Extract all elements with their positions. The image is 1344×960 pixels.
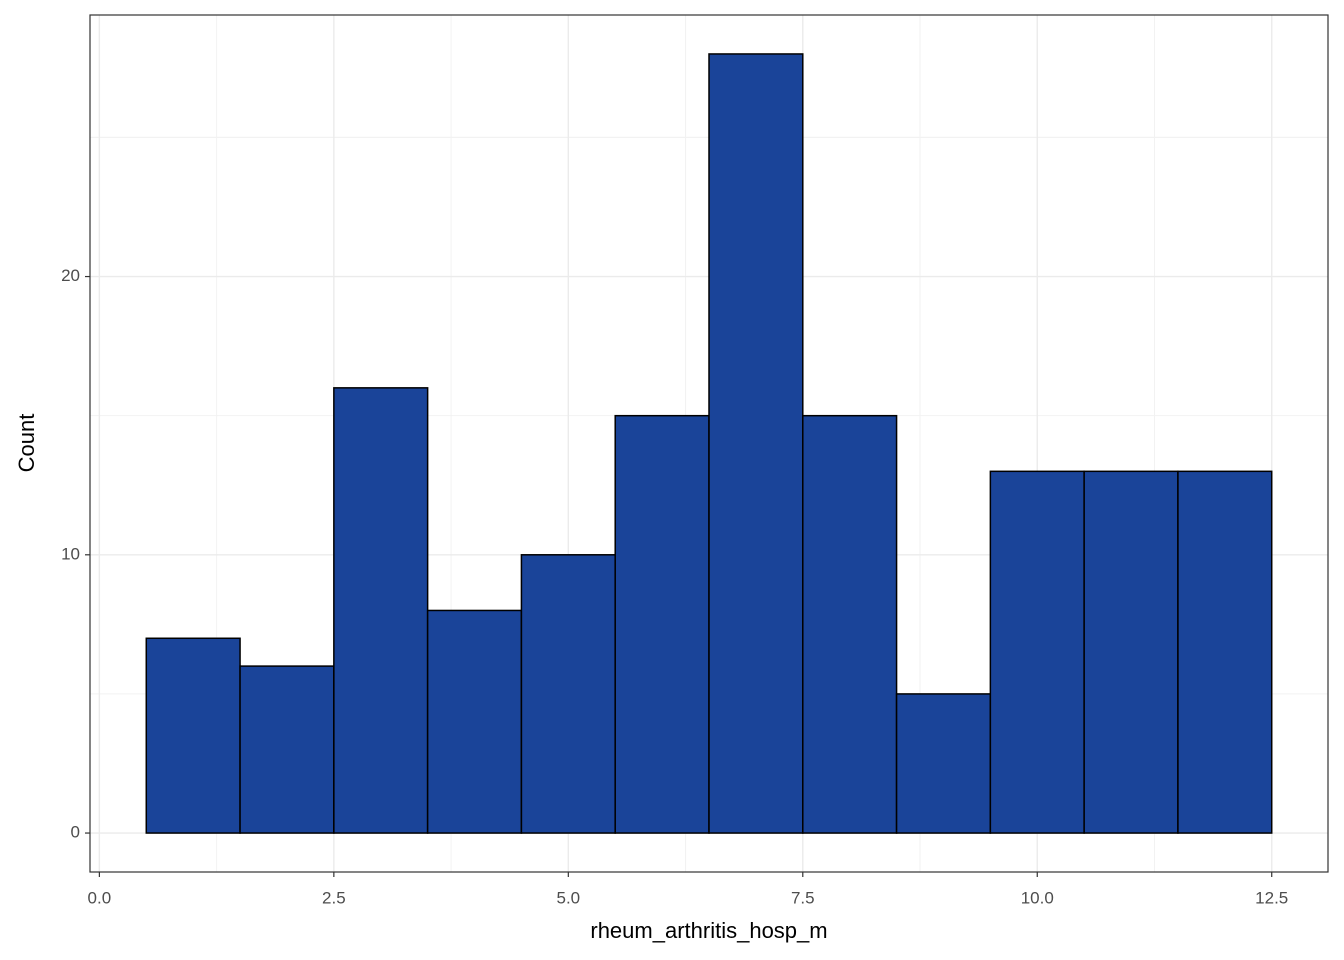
bar bbox=[520, 554, 616, 834]
bar bbox=[614, 414, 710, 834]
y-axis-label: Count bbox=[14, 414, 39, 473]
x-tick-label: 7.5 bbox=[791, 888, 815, 907]
bar bbox=[895, 693, 992, 834]
x-tick-label: 5.0 bbox=[556, 888, 580, 907]
bar bbox=[1177, 470, 1273, 834]
x-axis-label: rheum_arthritis_hosp_m bbox=[590, 918, 827, 943]
y-tick-label: 0 bbox=[71, 823, 80, 842]
bar bbox=[802, 414, 898, 834]
bar bbox=[708, 53, 804, 834]
bar bbox=[239, 665, 335, 834]
bar bbox=[145, 637, 241, 834]
bar bbox=[989, 470, 1085, 834]
x-tick-label: 2.5 bbox=[322, 888, 346, 907]
y-tick-label: 10 bbox=[61, 544, 80, 563]
bar bbox=[333, 387, 429, 834]
bar bbox=[1083, 470, 1179, 834]
bar bbox=[426, 609, 523, 834]
x-tick-label: 10.0 bbox=[1021, 888, 1054, 907]
panel-border bbox=[89, 14, 1329, 873]
x-tick-label: 0.0 bbox=[88, 888, 112, 907]
y-tick-label: 20 bbox=[61, 266, 80, 285]
x-tick-label: 12.5 bbox=[1255, 888, 1288, 907]
